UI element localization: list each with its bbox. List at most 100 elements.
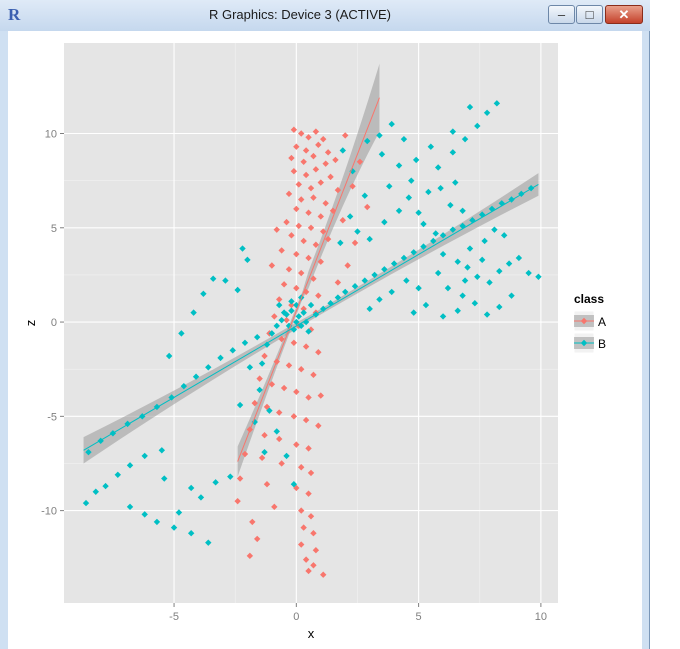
point-A xyxy=(283,218,290,226)
maximize-icon: □ xyxy=(585,7,594,22)
point-A xyxy=(310,152,317,160)
legend-label-A: A xyxy=(598,315,606,329)
point-B xyxy=(273,322,280,330)
point-B xyxy=(82,499,90,507)
point-B xyxy=(449,149,457,156)
point-A xyxy=(302,171,310,179)
point-A xyxy=(322,200,329,207)
point-A xyxy=(295,222,302,230)
point-B xyxy=(496,267,503,275)
point-B xyxy=(161,475,168,482)
point-B xyxy=(192,373,200,380)
point-B xyxy=(493,100,501,107)
point-A xyxy=(307,469,315,477)
point-B xyxy=(190,309,197,316)
legend-point-B xyxy=(580,339,588,347)
point-A xyxy=(310,562,317,569)
point-A xyxy=(300,237,307,245)
point-B xyxy=(461,135,469,143)
point-B xyxy=(434,164,442,171)
x-axis-label: x xyxy=(308,626,315,641)
point-A xyxy=(315,292,322,299)
point-A xyxy=(276,435,283,443)
point-B xyxy=(354,228,361,235)
point-B xyxy=(205,364,212,371)
point-B xyxy=(364,137,371,145)
point-A xyxy=(251,399,258,407)
point-B xyxy=(339,147,346,154)
point-A xyxy=(298,130,305,137)
point-B xyxy=(246,364,254,371)
maximize-button[interactable]: □ xyxy=(576,5,603,24)
point-B xyxy=(366,305,373,313)
point-B xyxy=(229,347,236,354)
point-A xyxy=(271,313,278,320)
point-B xyxy=(361,192,369,199)
close-icon: ✕ xyxy=(618,7,630,22)
point-B xyxy=(212,479,219,486)
point-B xyxy=(258,360,266,367)
point-A xyxy=(332,156,339,164)
point-A xyxy=(312,166,320,173)
r-graphics-window: R R Graphics: Device 3 (ACTIVE) – □ ✕ -5… xyxy=(0,0,650,649)
point-B xyxy=(342,288,349,296)
point-B xyxy=(508,196,515,203)
point-B xyxy=(253,333,261,341)
point-B xyxy=(295,313,302,320)
point-B xyxy=(452,179,459,186)
point-A xyxy=(315,422,322,429)
point-B xyxy=(525,269,532,277)
point-B xyxy=(410,309,417,316)
point-B xyxy=(405,194,413,201)
point-A xyxy=(293,441,300,448)
point-A xyxy=(324,149,332,156)
point-B xyxy=(241,339,249,346)
point-A xyxy=(298,269,305,277)
point-B xyxy=(197,494,205,501)
point-B xyxy=(141,452,148,460)
point-A xyxy=(364,203,371,211)
point-B xyxy=(244,256,251,264)
point-A xyxy=(305,567,312,575)
point-B xyxy=(390,260,398,267)
point-A xyxy=(290,339,298,346)
point-B xyxy=(153,518,161,526)
point-B xyxy=(400,135,408,143)
point-B xyxy=(439,250,447,258)
close-button[interactable]: ✕ xyxy=(605,5,643,24)
point-A xyxy=(305,209,312,216)
r-logo-icon: R xyxy=(8,5,21,24)
point-B xyxy=(280,309,288,316)
point-A xyxy=(236,475,244,482)
legend: class AB xyxy=(573,292,606,354)
point-B xyxy=(337,239,344,247)
point-B xyxy=(351,283,359,290)
point-B xyxy=(366,235,373,243)
point-B xyxy=(471,300,479,307)
point-B xyxy=(481,237,488,245)
point-B xyxy=(403,277,410,284)
point-B xyxy=(381,218,388,226)
point-B xyxy=(234,286,241,294)
point-B xyxy=(466,103,474,111)
point-B xyxy=(180,382,188,390)
point-A xyxy=(268,381,276,388)
scatter-plot: -5 0 5 10 -10 -5 0 5 10 x z class AB xyxy=(23,43,606,641)
point-A xyxy=(261,352,268,360)
title-bar[interactable]: R R Graphics: Device 3 (ACTIVE) – □ ✕ xyxy=(0,0,650,31)
point-B xyxy=(439,232,447,239)
point-A xyxy=(300,305,307,313)
y-axis-label: z xyxy=(23,320,38,327)
minimize-button[interactable]: – xyxy=(548,5,575,24)
point-A xyxy=(285,190,293,198)
point-B xyxy=(415,284,422,292)
point-A xyxy=(349,183,356,190)
point-A xyxy=(288,154,295,162)
point-A xyxy=(258,454,266,462)
point-B xyxy=(278,316,285,324)
point-B xyxy=(170,524,178,531)
point-A xyxy=(293,388,300,396)
point-A xyxy=(317,179,324,186)
point-B xyxy=(427,143,435,150)
